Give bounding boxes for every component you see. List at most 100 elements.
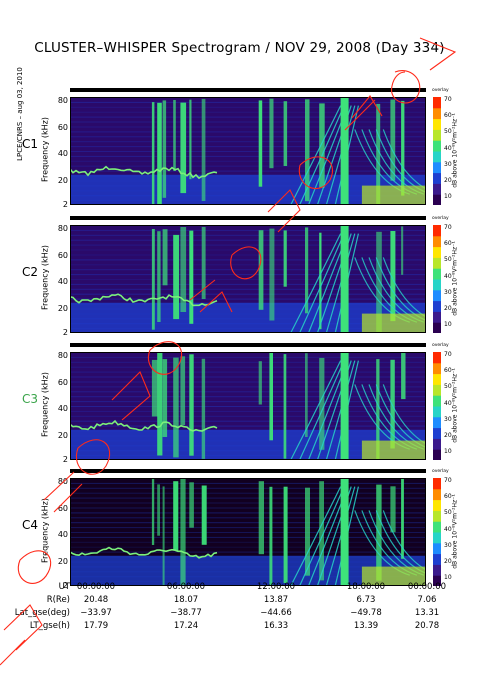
band-texture: [70, 195, 426, 197]
low-band-emission: [361, 440, 426, 460]
band-texture: [70, 200, 426, 202]
y-tick-label: 40: [57, 149, 68, 159]
band-texture: [70, 527, 426, 529]
y-tick-label: 40: [57, 277, 68, 287]
colorbar-segment: [433, 373, 441, 385]
band-texture: [70, 318, 426, 320]
emission-streak: [157, 231, 161, 322]
ephemeris-value: 00:00:00: [76, 582, 116, 592]
y-tick-label: 20: [57, 557, 68, 566]
colorbar-tick-label: 50: [444, 128, 452, 136]
band-texture: [70, 561, 426, 563]
band-texture: [70, 106, 426, 108]
ephemeris-row-label: UT: [58, 582, 70, 592]
band-texture: [70, 229, 426, 231]
emission-streak: [390, 359, 395, 449]
plot-frame: [70, 352, 426, 460]
emission-streak: [258, 100, 263, 187]
band-texture: [70, 532, 426, 533]
status-bar: [70, 343, 426, 347]
band-texture: [70, 249, 426, 251]
colorbar-tick-label: 40: [444, 272, 452, 280]
colorbar-tick-label: 20: [444, 176, 452, 184]
band-texture: [70, 190, 426, 192]
colorbar-segment: [433, 300, 441, 312]
emission-streak: [201, 226, 206, 299]
emission-streak: [180, 227, 187, 312]
colorbar-tick-label: 10: [444, 192, 452, 200]
colorbar-tick-label: 20: [444, 431, 452, 439]
band-texture: [70, 440, 426, 442]
band-texture: [70, 303, 426, 305]
colorbar-segment: [433, 172, 441, 184]
emission-streak: [189, 230, 194, 324]
ephemeris-row: UT 00:00:00 06:00:00 12:00:00 18:00:00 00:00:…: [0, 582, 479, 594]
emission-streak: [258, 481, 264, 555]
ephemeris-value: 16.33: [263, 621, 289, 631]
plot-frame: [70, 478, 426, 586]
colorbar-segment: [433, 532, 441, 544]
emission-arc: [299, 233, 345, 333]
band-texture: [70, 356, 426, 358]
colorbar-tick-label: 60: [444, 240, 452, 248]
band-texture: [70, 136, 426, 138]
emission-streak: [283, 354, 287, 459]
colorbar-segment: [433, 322, 441, 333]
colorbar-segment: [433, 140, 441, 152]
band-texture: [70, 141, 426, 143]
colorbar-segment: [433, 289, 441, 302]
band-texture: [70, 279, 426, 280]
band-texture: [70, 487, 426, 489]
low-band-emission: [361, 313, 426, 333]
colorbar-top-label: overlay: [432, 343, 449, 348]
y-tick-label: 40: [57, 404, 68, 414]
ephemeris-value: 06:00:00: [166, 582, 206, 592]
band-texture: [70, 551, 426, 553]
emission-streak: [319, 103, 325, 188]
band-texture: [70, 571, 426, 573]
band-texture: [70, 185, 426, 187]
ephemeris-row: LT_gse(h) 17.79 17.24 16.33 13.39 20.78: [0, 621, 479, 633]
ephemeris-value: 13.31: [414, 608, 440, 618]
band-texture: [70, 546, 426, 548]
colorbar-segment: [433, 97, 441, 109]
band-texture: [70, 366, 426, 368]
colorbar-segment: [433, 553, 441, 565]
colorbar-segment: [433, 151, 441, 163]
colorbar: [433, 478, 441, 586]
colorbar-segment: [433, 427, 441, 439]
emission-streak: [376, 103, 381, 205]
emission-streak: [201, 358, 206, 459]
band-texture: [70, 435, 426, 437]
emission-arc: [382, 384, 426, 445]
band-texture: [70, 420, 426, 422]
emission-streak: [319, 232, 322, 330]
ephemeris-value: 17.24: [173, 621, 199, 631]
y-tick-label: 2: [62, 581, 68, 590]
colorbar-tick-label: 30: [444, 541, 452, 549]
emission-streak: [173, 234, 180, 320]
ephemeris-value: −44.66: [260, 608, 292, 618]
band-texture: [70, 259, 426, 261]
low-band-emission: [361, 185, 426, 205]
colorbar-segment: [433, 438, 441, 450]
colorbar-segment: [433, 257, 441, 269]
y-axis-label: Frequency (kHz): [40, 117, 50, 182]
band-texture: [70, 482, 426, 484]
perigee-emission: [340, 352, 349, 460]
band-texture: [70, 381, 426, 383]
satellite-label: C1: [22, 137, 39, 151]
ephemeris-value: 7.06: [417, 595, 437, 605]
emission-streak: [180, 478, 186, 586]
band-texture: [70, 512, 426, 514]
y-tick-label: 20: [57, 176, 68, 185]
band-texture: [70, 581, 426, 583]
colorbar-segment: [433, 279, 441, 291]
band-texture: [70, 396, 426, 398]
band-texture: [70, 269, 426, 271]
spectrogram-plot: [70, 225, 426, 333]
band-texture: [70, 517, 426, 519]
emission-streak: [201, 98, 206, 201]
status-bar: [70, 216, 426, 220]
colorbar-segment: [433, 129, 441, 141]
